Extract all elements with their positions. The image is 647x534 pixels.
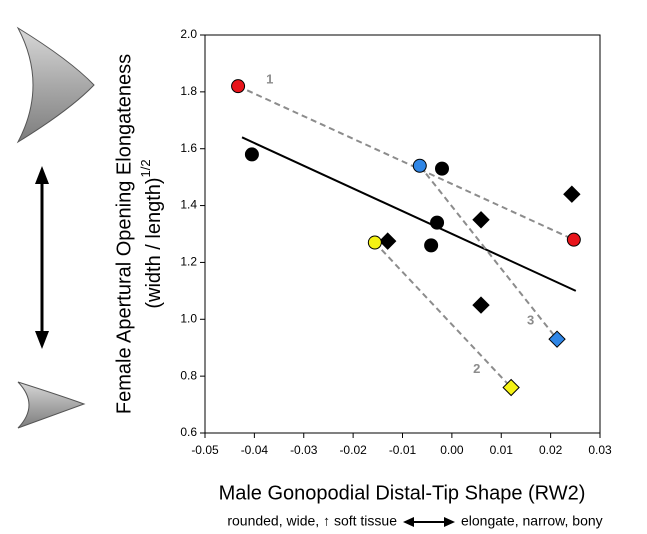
diamond-point <box>548 330 566 348</box>
diamond-point <box>502 378 520 397</box>
y-axis-exponent: 1/2 <box>138 159 153 177</box>
x-tick-label: -0.03 <box>290 443 318 457</box>
trend-line <box>241 136 577 292</box>
y-tick-label: 0.8 <box>180 368 197 382</box>
pair-label: 1 <box>266 72 273 87</box>
circle-point <box>412 158 427 173</box>
circle-point <box>424 238 439 253</box>
x-tick-label: -0.04 <box>241 443 269 457</box>
y-tick-label: 0.6 <box>180 425 197 439</box>
y-tick-label: 1.4 <box>180 198 197 212</box>
diamond-point <box>563 185 581 203</box>
x-axis-title: Male Gonopodial Distal-Tip Shape (RW2) <box>219 482 586 504</box>
circle-point <box>244 147 259 162</box>
x-caption-right: elongate, narrow, bony <box>461 513 603 529</box>
narrow-chevron <box>17 381 86 429</box>
plot-frame <box>204 34 601 434</box>
pair-dashed-line <box>418 165 558 340</box>
pair-dashed-line <box>237 85 575 241</box>
y-tick-label: 1.0 <box>180 311 197 325</box>
pair-label: 3 <box>527 313 534 328</box>
wide-chevron <box>16 26 95 144</box>
x-tick-label: 0.03 <box>588 443 612 457</box>
x-tick-label: 0.01 <box>490 443 514 457</box>
x-tick-label: 0.02 <box>539 443 563 457</box>
horizontal-double-arrow <box>403 517 455 527</box>
y-axis-title: Female Apertural Opening Elongateness <box>113 54 135 414</box>
y-tick-label: 1.6 <box>180 141 197 155</box>
circle-point <box>231 79 246 94</box>
pair-dashed-line <box>374 241 512 389</box>
x-tick-label: -0.02 <box>339 443 367 457</box>
x-tick-label: -0.01 <box>389 443 417 457</box>
y-axis-units: (width / length) <box>143 177 165 308</box>
diamond-point <box>472 296 490 314</box>
diamond-point <box>472 211 490 229</box>
diamond-point <box>378 232 397 250</box>
x-tick-label: -0.05 <box>191 443 219 457</box>
y-tick-label: 2.0 <box>180 27 197 41</box>
circle-point <box>430 215 445 230</box>
pair-label: 2 <box>473 361 480 376</box>
vertical-double-arrow <box>35 166 49 349</box>
y-tick-label: 1.8 <box>180 84 197 98</box>
circle-point <box>566 232 581 247</box>
x-tick-label: 0.00 <box>440 443 464 457</box>
x-caption-left: rounded, wide, ↑ soft tissue <box>227 513 397 529</box>
y-tick-label: 1.2 <box>180 255 197 269</box>
y-axis-title-line2: (width / length)1/2 <box>138 159 165 308</box>
circle-point <box>367 235 382 250</box>
circle-point <box>435 161 449 176</box>
